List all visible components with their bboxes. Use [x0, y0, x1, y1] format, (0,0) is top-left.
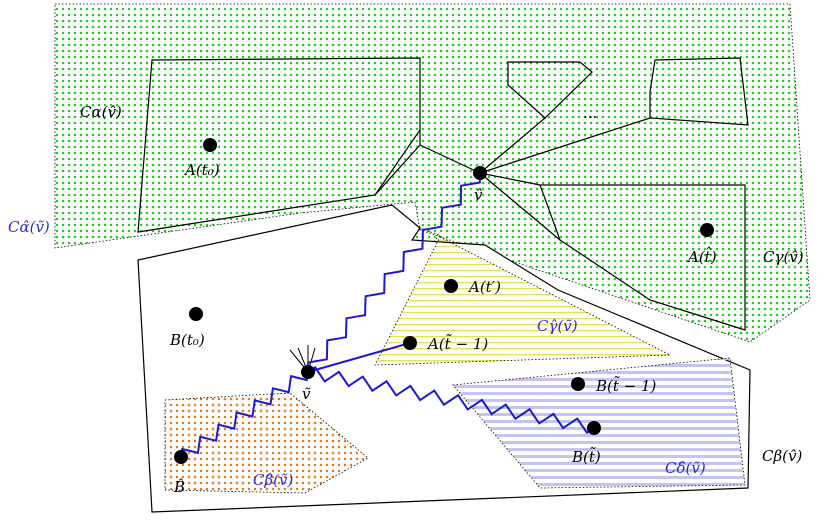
- label-a-tprime: A(t′): [467, 278, 501, 296]
- dot-a-t0: [203, 138, 217, 152]
- zigzag-vhat-to-vtilde: [307, 172, 481, 373]
- label-c-beta-v: Cβ(v̂): [762, 447, 802, 465]
- dot-v-tilde: [301, 365, 315, 379]
- blue-paths: [180, 172, 595, 458]
- dot-b-t0: [189, 307, 203, 321]
- points: [174, 138, 714, 464]
- dot-v-hat: [473, 166, 487, 180]
- dot-a-tprime: [444, 279, 458, 293]
- cell-outlines: [137, 57, 749, 331]
- label-c-gammahat-vtilde: Cγ̂(ṽ): [537, 317, 578, 335]
- label-c-alphahat-vtilde: Cα̂(ṽ): [8, 218, 50, 236]
- label-a-t0: A(t₀): [183, 161, 220, 179]
- label-a-ttilde-minus1: A(t̃ − 1): [426, 334, 488, 353]
- zigzag-vtilde-to-bhat: [180, 371, 309, 458]
- cell-top-right: [649, 57, 749, 126]
- region-c-betahat-orange: [164, 392, 369, 494]
- region-c-gammahat-yellow: [374, 236, 672, 366]
- label-c-gamma-v: Cγ(v̂): [763, 248, 804, 266]
- dot-a-ttilde-minus1: [403, 336, 417, 350]
- label-b-t0: B(t₀): [169, 331, 205, 349]
- label-ellipsis: ···: [583, 108, 597, 126]
- dot-a-that: [700, 223, 714, 237]
- label-b-hat: B̂: [173, 478, 185, 496]
- cell-top-small: [507, 61, 593, 119]
- cell-a-that: [539, 184, 746, 331]
- label-c-betahat-vtilde: Cβ̂(ṽ): [253, 471, 293, 489]
- label-v-tilde: ṽ: [302, 385, 311, 403]
- label-a-that: A(t̂): [686, 247, 717, 266]
- zigzag-vtilde-to-bt: [307, 365, 595, 435]
- region-c-deltahat-lavender: [452, 357, 746, 489]
- cell-a-t0: [137, 57, 421, 233]
- label-c-alpha-v: Cα(v̂): [80, 103, 122, 121]
- label-c-deltahat-vtilde: Cδ̂(ṽ): [665, 459, 706, 477]
- dot-b-ttilde-minus1: [571, 377, 585, 391]
- straight-vtilde-to-a-tminus1: [307, 342, 411, 373]
- dot-b-ttilde: [587, 421, 601, 435]
- label-v-hat: v̂: [474, 186, 483, 204]
- label-b-ttilde-minus1: B(t̃ − 1): [595, 376, 657, 395]
- dot-b-hat: [174, 450, 188, 464]
- label-b-ttilde: B(t̃): [571, 447, 601, 466]
